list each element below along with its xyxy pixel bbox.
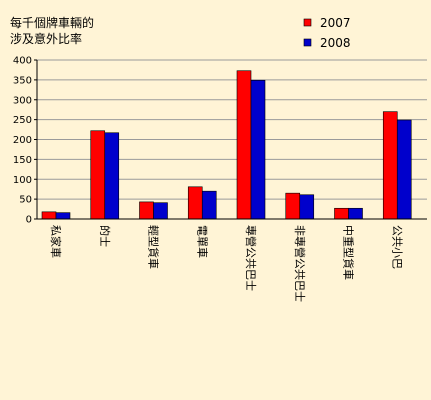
category-label: 中重型貨車	[342, 225, 356, 280]
y-axis-ticks: 0 50 100 150 200 250 300 350 400	[13, 56, 37, 226]
legend-label-2007: 2007	[320, 16, 351, 30]
category-label: 電單車	[195, 225, 209, 258]
y-tick-label: 50	[19, 195, 32, 206]
bar-2008-1	[104, 132, 120, 220]
legend: 2007 2008	[303, 16, 351, 50]
bar-2007-0	[41, 211, 57, 220]
y-tick-label: 0	[26, 215, 32, 226]
bar-2007-3	[187, 186, 203, 220]
legend-swatch-2008	[303, 38, 312, 47]
bar-2007-5	[285, 192, 301, 220]
bar-2008-4	[250, 79, 266, 220]
bar-2008-0	[55, 212, 71, 220]
category-label: 私家車	[49, 225, 63, 258]
bars	[41, 70, 412, 220]
category-label: 的士	[98, 225, 112, 247]
chart-title-line-2: 涉及意外比率	[10, 31, 82, 46]
y-tick-label: 350	[13, 75, 32, 86]
x-axis-categories: 私家車 的士 輕型貨車 電單車 專營公共巴士 非專營公共巴士 中重型貨車 公共小巴	[49, 225, 403, 302]
bar-2007-4	[236, 70, 252, 220]
category-label: 專營公共巴士	[244, 225, 257, 291]
bar-2008-6	[348, 207, 363, 220]
bar-2007-2	[139, 201, 154, 220]
bar-2007-1	[90, 130, 106, 220]
bar-2008-2	[153, 202, 168, 220]
bar-2008-7	[396, 119, 412, 220]
category-label: 輕型貨車	[147, 225, 161, 269]
bar-2008-5	[299, 194, 315, 220]
y-tick-label: 200	[13, 135, 32, 146]
y-tick-label: 300	[13, 95, 32, 106]
y-tick-label: 150	[13, 155, 32, 166]
y-tick-label: 100	[13, 175, 32, 186]
bar-2007-6	[334, 207, 349, 220]
y-tick-label: 400	[13, 56, 32, 67]
category-label: 公共小巴	[390, 225, 403, 269]
chart-title-line-1: 每千個牌車輛的	[10, 15, 94, 30]
y-tick-label: 250	[13, 115, 32, 126]
bar-2007-7	[382, 111, 398, 220]
axes	[36, 60, 427, 220]
legend-label-2008: 2008	[320, 36, 351, 50]
legend-swatch-2007	[303, 18, 312, 27]
bar-2008-3	[201, 190, 217, 220]
category-label: 非專營公共巴士	[293, 225, 306, 302]
